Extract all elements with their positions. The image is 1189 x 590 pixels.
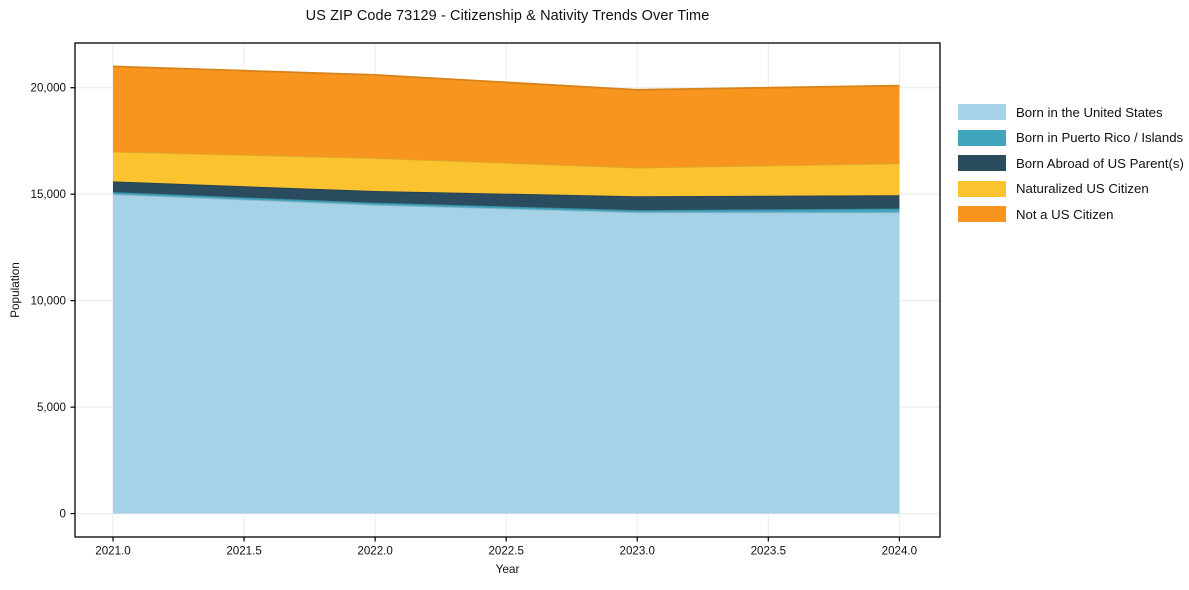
x-tick-label: 2021.0 <box>95 545 130 558</box>
x-axis-label: Year <box>495 562 520 576</box>
chart-title: US ZIP Code 73129 - Citizenship & Nativi… <box>305 8 710 24</box>
legend-swatch-naturalized <box>958 180 1006 197</box>
y-tick-label: 15,000 <box>31 188 66 201</box>
legend-swatch-not-citizen <box>958 206 1006 222</box>
legend-label: Naturalized US Citizen <box>1016 181 1149 196</box>
area-band-3 <box>113 181 900 211</box>
x-tick-label: 2021.5 <box>226 545 261 558</box>
area-band-2 <box>113 192 900 213</box>
legend: Born in the United States Born in Puerto… <box>958 104 1184 222</box>
legend-item: Born in the United States <box>958 104 1184 120</box>
legend-swatch-born-us <box>958 104 1006 120</box>
legend-item: Born in Puerto Rico / Islands <box>958 129 1184 146</box>
y-tick-label: 5,000 <box>37 401 66 414</box>
legend-label: Born in the United States <box>1016 104 1163 120</box>
legend-item: Naturalized US Citizen <box>958 180 1184 197</box>
area-band-5 <box>113 66 900 168</box>
legend-swatch-puerto-rico <box>958 129 1006 146</box>
y-tick-label: 0 <box>60 508 66 521</box>
y-tick-label: 20,000 <box>31 82 66 95</box>
legend-item: Not a US Citizen <box>958 206 1184 222</box>
area-band-4 <box>113 151 900 197</box>
legend-label: Born Abroad of US Parent(s) <box>1016 155 1184 171</box>
legend-swatch-born-abroad <box>958 155 1006 171</box>
x-tick-label: 2023.5 <box>751 545 786 558</box>
plot-border <box>74 42 941 538</box>
x-tick-label: 2022.5 <box>488 545 523 558</box>
legend-label: Born in Puerto Rico / Islands <box>1016 130 1184 145</box>
legend-label: Not a US Citizen <box>1016 206 1114 222</box>
y-tick-label: 10,000 <box>31 295 66 308</box>
y-axis-label: Population <box>8 262 22 318</box>
x-tick-label: 2022.0 <box>357 545 392 558</box>
area-band-edge-5 <box>112 65 900 91</box>
legend-item: Born Abroad of US Parent(s) <box>958 155 1184 171</box>
x-tick-label: 2023.0 <box>620 545 655 558</box>
x-tick-label: 2024.0 <box>882 545 917 558</box>
area-band-1 <box>113 194 900 514</box>
